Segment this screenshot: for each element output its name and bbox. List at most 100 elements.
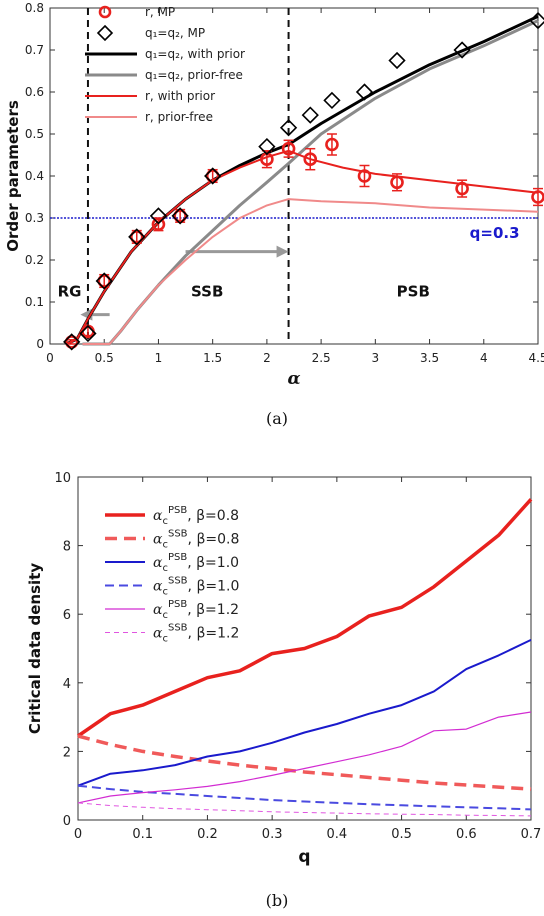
legend-symbol: α (153, 532, 163, 548)
legend-superscript: SSB (168, 623, 188, 634)
legend-separator: , (187, 508, 196, 524)
legend-separator: , (187, 555, 196, 571)
legend-symbol: α (153, 626, 163, 642)
y-tick-label: 0 (36, 337, 44, 351)
y-tick-label: 6 (63, 608, 71, 623)
data-point-diamond (301, 106, 319, 124)
x-tick-label: 2.5 (312, 351, 331, 365)
legend-symbol: α (153, 555, 163, 571)
legend-superscript: PSB (168, 505, 187, 516)
legend-entry-label: αcPSB, β=0.8 (153, 505, 239, 527)
y-axis-label: Critical data density (26, 563, 44, 734)
data-point-diamond (171, 207, 189, 225)
data-point-circle (173, 209, 187, 223)
y-tick-label: 0.8 (25, 1, 44, 15)
y-tick-label: 0.2 (25, 253, 44, 267)
data-point-diamond (388, 51, 406, 70)
x-tick-label: 3 (372, 351, 380, 365)
legend-entry-label: αcSSB, β=1.0 (153, 576, 239, 598)
y-tick-label: 0.7 (25, 43, 44, 57)
data-point-circle (151, 217, 166, 232)
legend-subscript: c (162, 587, 168, 598)
data-point-circle (205, 169, 220, 183)
legend-symbol: α (153, 579, 163, 595)
panel-a-chart: 0 0.5 1 1.5 2 2.5 3 3.5 4 4.5 0 0.1 0.2 0.3 0.4 0.5 0.6 0… (4, 1, 544, 428)
x-tick-label: 0.2 (197, 827, 218, 842)
legend-beta: β=1.2 (196, 602, 239, 618)
legend-entry-label: αcSSB, β=0.8 (153, 529, 239, 551)
data-point-diamond (529, 11, 544, 30)
series-line (77, 638, 532, 787)
region-label: RG (58, 283, 82, 301)
data-point-diamond (204, 167, 222, 185)
y-tick-label: 4 (63, 677, 71, 692)
legend-marker (96, 24, 114, 42)
data-point-circle (303, 152, 318, 166)
data-point-circle (281, 141, 296, 156)
transition-arrow-head (276, 245, 289, 258)
legend-subscript: c (162, 610, 168, 621)
data-point-diamond (323, 91, 341, 110)
panel-label-a: (a) (266, 409, 288, 428)
data-point-diamond (355, 83, 374, 101)
legend-entry-label: r, with prior (145, 89, 215, 103)
data-point-diamond (79, 324, 97, 343)
legend-symbol: α (153, 602, 163, 618)
legend-beta: β=0.8 (196, 508, 239, 524)
data-point-circle (325, 137, 339, 152)
legend-entry-label: αcPSB, β=1.0 (153, 552, 239, 574)
legend-separator: , (188, 579, 197, 595)
x-tick-label: 0.1 (132, 827, 153, 842)
legend-symbol: α (153, 508, 163, 524)
legend-subscript: c (162, 516, 168, 527)
data-point-circle (390, 175, 404, 190)
series-line (65, 15, 539, 346)
legend-separator: , (188, 532, 197, 548)
panel-label-b: (b) (266, 891, 289, 910)
region-label: PSB (397, 283, 430, 301)
legend-entry-label: r, prior-free (145, 110, 213, 124)
data-point-diamond (63, 333, 81, 351)
data-point-diamond (128, 228, 146, 246)
x-tick-label: 1 (155, 351, 163, 365)
legend-beta: β=1.2 (196, 626, 239, 642)
x-tick-label: 0.5 (391, 827, 412, 842)
data-point-diamond (258, 137, 276, 156)
x-tick-label: 0.5 (95, 351, 114, 365)
legend-entry-label: q₁=q₂, prior-free (145, 68, 243, 82)
legend-separator: , (188, 626, 197, 642)
legend-subscript: c (162, 563, 168, 574)
series-line (77, 711, 532, 804)
x-tick-label: 0.7 (521, 827, 542, 842)
data-point-circle (64, 335, 79, 349)
region-label: SSB (191, 283, 223, 301)
legend-entry-label: q₁=q₂, MP (145, 26, 205, 40)
legend-subscript: c (162, 634, 168, 645)
y-tick-label: 0.6 (25, 85, 44, 99)
series-line (77, 784, 532, 811)
x-tick-label: 0.3 (262, 827, 283, 842)
x-tick-label: 0 (74, 827, 82, 842)
x-tick-label: 4.5 (528, 351, 544, 365)
series-line (65, 149, 539, 345)
legend-superscript: SSB (168, 529, 188, 540)
y-tick-label: 8 (63, 540, 71, 555)
data-point-diamond (453, 41, 471, 59)
x-tick-label: 0.4 (327, 827, 348, 842)
series-line (77, 498, 533, 738)
x-tick-label: 2 (263, 351, 271, 365)
y-axis-label: Order parameters (4, 100, 22, 252)
legend-beta: β=1.0 (196, 555, 239, 571)
data-point-circle (97, 274, 112, 288)
data-point-circle (455, 181, 469, 196)
series-line (77, 802, 532, 817)
panel-b-chart: 0 0.1 0.2 0.3 0.4 0.5 0.6 0.7 0 2 4 6 8 10 q Critical d… (26, 471, 541, 910)
data-point-diamond (149, 207, 168, 225)
plot-frame (49, 7, 539, 345)
data-point-diamond (279, 119, 298, 137)
data-point-circle (129, 230, 144, 244)
y-tick-label: 0.5 (25, 127, 44, 141)
legend-subscript: c (162, 540, 168, 551)
legend-marker (98, 5, 112, 19)
